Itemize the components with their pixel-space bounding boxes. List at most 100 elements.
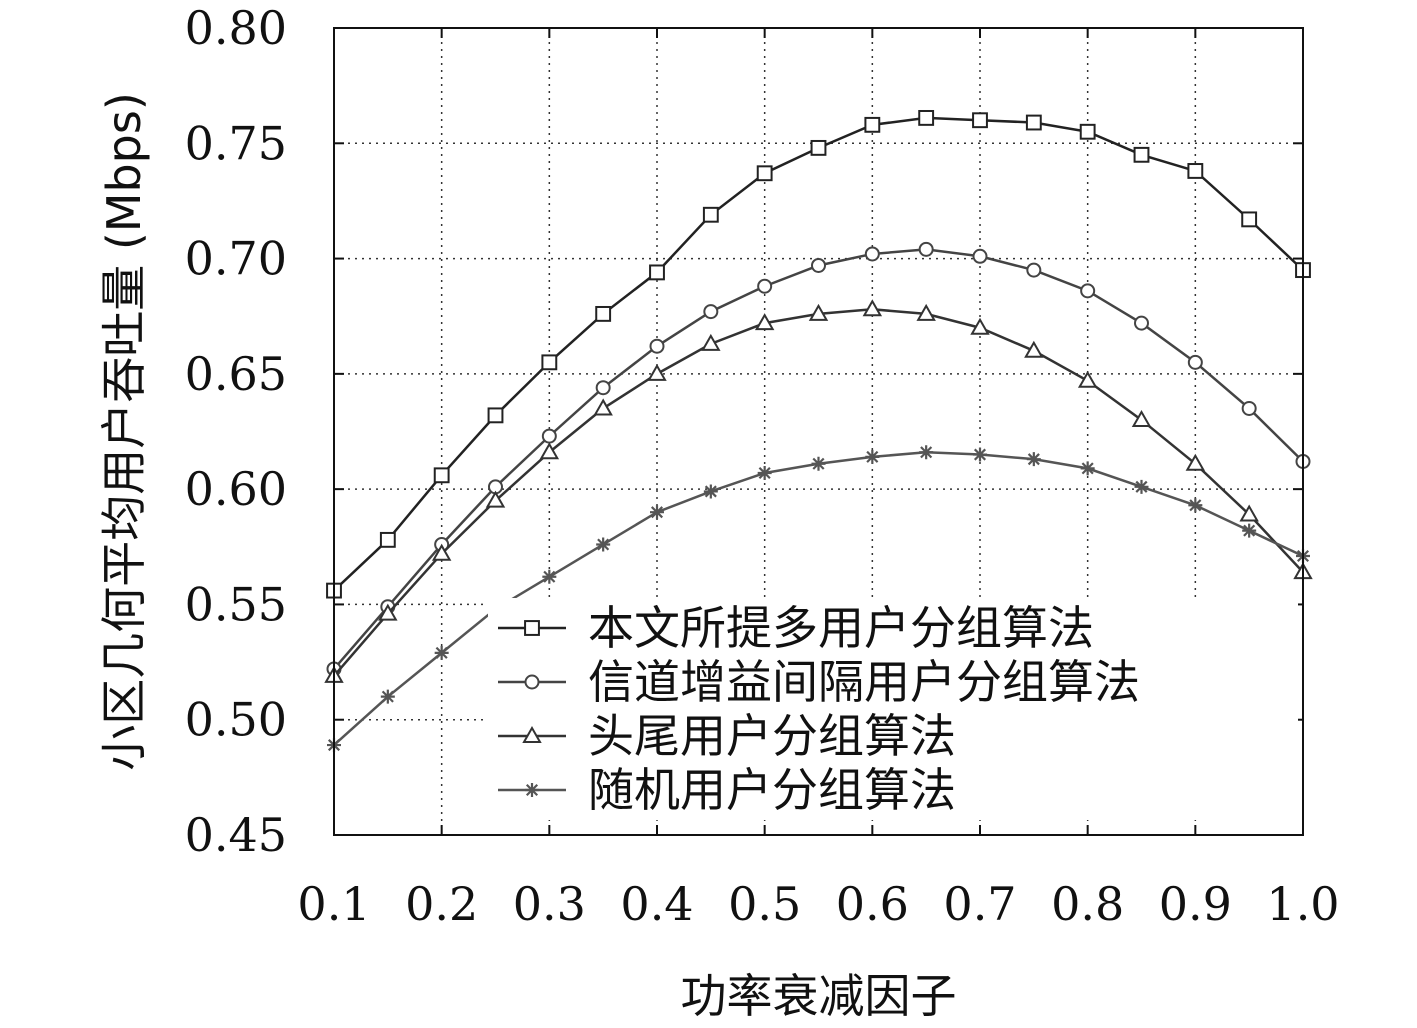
data-point (757, 466, 772, 481)
legend-label: 头尾用户分组算法 (588, 709, 956, 763)
x-tick-label: 0.2 (405, 877, 478, 931)
y-tick-label: 0.55 (185, 577, 287, 631)
x-axis-ticks: 0.1 0.2 0.3 0.4 0.5 0.6 0.7 0.8 0.9 1.0 (297, 28, 1340, 931)
x-tick-label: 0.8 (1051, 877, 1124, 931)
data-point (433, 467, 450, 484)
y-tick-label: 0.80 (185, 1, 287, 55)
data-point (541, 354, 558, 371)
data-point (1241, 211, 1258, 228)
legend-item: 信道增益间隔用户分组算法 (498, 655, 1140, 709)
data-point (1187, 354, 1203, 370)
data-point (649, 338, 665, 354)
legend-swatch-marker (522, 725, 542, 743)
data-point (378, 603, 398, 621)
data-point (1239, 504, 1259, 522)
data-point (864, 246, 880, 262)
data-point (539, 442, 560, 460)
data-point (434, 645, 449, 660)
data-point (593, 398, 613, 416)
x-tick-label: 0.9 (1159, 877, 1232, 931)
data-point (702, 206, 719, 223)
data-point (1133, 146, 1150, 163)
y-tick-label: 0.75 (185, 116, 287, 170)
data-point (1185, 453, 1206, 471)
data-point (650, 505, 664, 520)
data-point (379, 531, 396, 548)
data-point (862, 299, 883, 317)
plot-frame (333, 27, 1304, 836)
legend-label: 随机用户分组算法 (588, 763, 956, 817)
data-point (649, 264, 665, 281)
x-tick-label: 0.7 (943, 877, 1016, 931)
data-point (1025, 114, 1042, 131)
data-point (701, 333, 721, 351)
data-point (754, 313, 775, 331)
x-tick-label: 0.5 (728, 877, 801, 931)
y-tick-label: 0.60 (185, 462, 287, 516)
legend-background (488, 598, 1298, 820)
data-point (808, 303, 829, 321)
legend-label: 本文所提多用户分组算法 (588, 601, 1094, 655)
data-point (918, 109, 935, 126)
data-point (647, 363, 667, 381)
legend-item: 本文所提多用户分组算法 (498, 601, 1094, 655)
data-point (811, 257, 826, 273)
x-axis-title: 功率衰减因子 (681, 969, 957, 1023)
data-point (864, 116, 881, 133)
data-point (431, 543, 452, 561)
data-point (1026, 452, 1041, 467)
y-axis-ticks: 0.45 0.50 0.55 0.60 0.65 0.70 0.75 0.80 (185, 1, 1303, 862)
data-point (380, 689, 395, 704)
data-point (916, 303, 936, 321)
data-point (1187, 163, 1204, 179)
data-point (1080, 461, 1095, 476)
data-point (865, 449, 880, 464)
x-tick-label: 1.0 (1266, 877, 1339, 931)
x-tick-label: 0.4 (620, 877, 693, 931)
legend-item: 头尾用户分组算法 (498, 709, 956, 763)
data-point (811, 456, 826, 471)
data-point (595, 305, 612, 322)
data-point (1134, 479, 1149, 494)
data-point (1131, 409, 1152, 427)
data-point (972, 248, 988, 264)
data-point (487, 407, 504, 424)
data-point (970, 317, 990, 335)
series-1 (326, 109, 1311, 599)
data-point (596, 537, 611, 552)
data-point (595, 380, 611, 396)
data-point (1134, 315, 1149, 331)
y-tick-label: 0.45 (185, 808, 287, 862)
x-tick-label: 0.6 (836, 877, 909, 931)
data-point (810, 139, 827, 156)
y-axis-title: 小区几何平均用户吞吐量 (Mbps) (97, 92, 151, 771)
series-3 (324, 299, 1313, 683)
data-point (542, 569, 557, 584)
legend-swatch-marker (524, 674, 540, 690)
data-point (1077, 370, 1098, 388)
y-tick-label: 0.65 (185, 347, 287, 401)
data-point (703, 304, 719, 320)
data-point (1188, 498, 1203, 513)
data-point (1241, 400, 1257, 416)
legend-swatch-marker (524, 620, 540, 636)
y-tick-label: 0.50 (185, 693, 287, 747)
data-point (973, 447, 987, 462)
data-point (756, 165, 773, 182)
y-tick-label: 0.70 (185, 232, 287, 286)
legend-item: 随机用户分组算法 (498, 763, 956, 817)
legend-swatch-marker (525, 783, 539, 797)
data-point (919, 445, 934, 460)
x-tick-label: 0.3 (513, 877, 586, 931)
data-point (1242, 523, 1257, 538)
data-point (918, 241, 934, 257)
data-point (485, 490, 506, 508)
data-point (1024, 340, 1044, 358)
data-point (1079, 123, 1096, 140)
data-point (972, 112, 988, 129)
series-line (333, 116, 1304, 592)
data-point (703, 484, 718, 499)
data-point (1080, 283, 1096, 299)
